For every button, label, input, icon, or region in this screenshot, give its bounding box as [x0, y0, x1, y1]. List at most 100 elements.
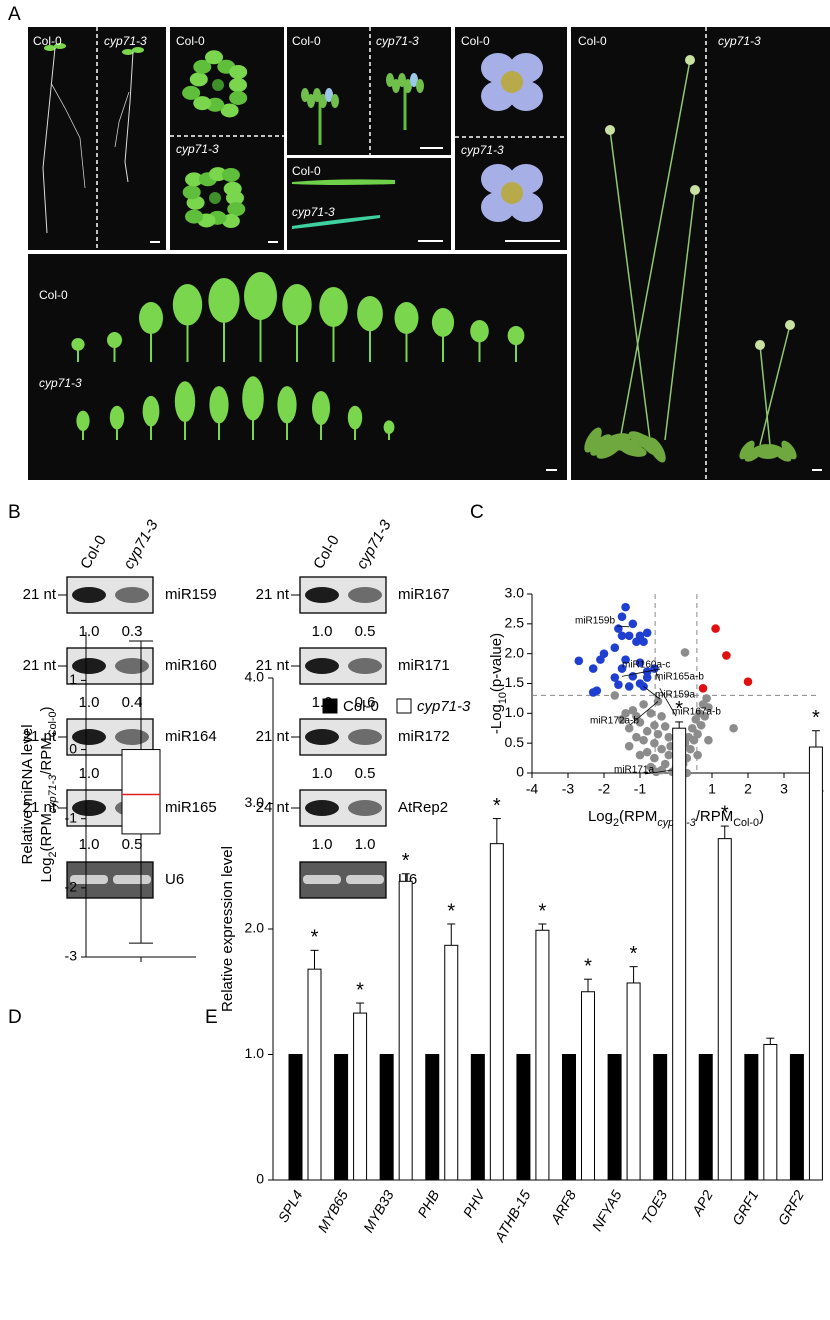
- point: [610, 673, 620, 682]
- ratio: 1.0: [355, 836, 376, 853]
- flower-cluster: [785, 320, 795, 330]
- bar: [516, 1054, 531, 1181]
- loading-band: [70, 875, 108, 884]
- loading-band: [113, 875, 151, 884]
- bar: [288, 1054, 303, 1181]
- blot-band: [348, 729, 382, 745]
- annotation: miR160a-c: [622, 660, 670, 671]
- rosette-center: [212, 79, 224, 91]
- bud: [325, 88, 333, 102]
- root: [50, 82, 86, 189]
- significance: *: [675, 698, 683, 720]
- ratio: 1.0: [79, 694, 100, 711]
- ratio: 0.5: [122, 836, 143, 853]
- blot-band: [348, 587, 382, 603]
- rosette-leaf: [227, 202, 246, 217]
- genotype-label: cyp71-3: [39, 376, 82, 390]
- point: [588, 664, 598, 673]
- y-tick-label: 0: [69, 740, 77, 756]
- panel-label: E: [205, 1007, 218, 1028]
- rosette-leaf: [221, 167, 240, 182]
- leaf-blade: [242, 376, 264, 421]
- x-tick-label: -4: [526, 781, 539, 797]
- leaf-blade: [282, 284, 312, 326]
- point: [650, 738, 659, 748]
- bar: [653, 1054, 668, 1181]
- y-tick-label: 0: [256, 1171, 264, 1187]
- ratio: 0.5: [355, 765, 376, 782]
- genotype-label: cyp71-3: [718, 34, 761, 48]
- point: [743, 677, 753, 687]
- bar: [717, 838, 732, 1181]
- rosette-leaf: [229, 65, 248, 80]
- label-part: 10: [497, 692, 509, 704]
- flower-cluster: [605, 125, 615, 135]
- annotation-pointer: [659, 688, 677, 717]
- point: [664, 750, 674, 760]
- seedling-leaf: [44, 45, 56, 51]
- bar: [307, 968, 322, 1181]
- label-part: /RPM: [696, 808, 734, 825]
- leaf-blade: [109, 405, 125, 430]
- y-tick-label: 3.0: [505, 585, 525, 601]
- ratio: 1.0: [79, 765, 100, 782]
- point: [635, 750, 645, 760]
- bud: [313, 88, 321, 102]
- rosette-leaf: [229, 90, 248, 105]
- point: [635, 658, 645, 667]
- flower-cluster: [690, 185, 700, 195]
- flower-cluster: [755, 340, 765, 350]
- annotation-pointer: [643, 686, 661, 700]
- genotype-label: Col-0: [292, 164, 321, 178]
- leaf-blade: [383, 420, 395, 435]
- bar: [489, 843, 504, 1181]
- bar: [744, 1054, 759, 1181]
- blot-band: [115, 587, 149, 603]
- leaf-blade: [172, 284, 203, 326]
- inflorescence-stem: [759, 344, 771, 446]
- label-part: /RPM: [38, 737, 55, 775]
- point: [695, 709, 704, 718]
- bar: [698, 1054, 713, 1181]
- bar: [535, 929, 550, 1181]
- y-tick-label: 2.5: [505, 615, 525, 631]
- label-part: 2: [47, 852, 59, 858]
- point: [729, 723, 738, 733]
- point: [642, 726, 652, 736]
- genotype-label: cyp71-3: [376, 34, 419, 48]
- ratio: 1.0: [79, 623, 100, 640]
- leaf-blade: [174, 381, 196, 422]
- genotype-label: Col-0: [39, 288, 68, 302]
- bar: [607, 1054, 622, 1181]
- x-tick-label: 2: [744, 781, 752, 797]
- y-axis-label: Log2(RPMcyp71-3/RPMCol-0): [38, 706, 59, 882]
- point: [617, 612, 627, 621]
- mirna-name: miR167: [398, 586, 450, 603]
- mirna-name: miR171: [398, 657, 450, 674]
- significance: *: [539, 900, 547, 922]
- bud: [307, 94, 315, 108]
- bar: [562, 1054, 576, 1181]
- rosette-leaf: [186, 195, 205, 210]
- bar: [425, 1054, 440, 1181]
- significance: *: [402, 850, 410, 872]
- point: [646, 709, 656, 718]
- significance: *: [630, 943, 638, 965]
- inflorescence-stem: [619, 59, 691, 441]
- seedling-leaf: [122, 49, 134, 55]
- point: [698, 683, 708, 693]
- point: [680, 648, 690, 657]
- point: [653, 729, 663, 739]
- blot-band: [72, 800, 106, 816]
- genotype-label: cyp71-3: [104, 34, 147, 48]
- y-tick-label: -3: [65, 948, 78, 964]
- leaf-blade: [357, 296, 383, 332]
- mirna-name: miR164: [165, 728, 217, 745]
- point: [693, 750, 702, 760]
- mirna-name: miR165: [165, 799, 217, 816]
- bud: [386, 73, 394, 87]
- genotype-label: Col-0: [176, 34, 205, 48]
- y-tick-label: -1: [65, 809, 78, 825]
- bud: [416, 79, 424, 93]
- point: [639, 637, 648, 647]
